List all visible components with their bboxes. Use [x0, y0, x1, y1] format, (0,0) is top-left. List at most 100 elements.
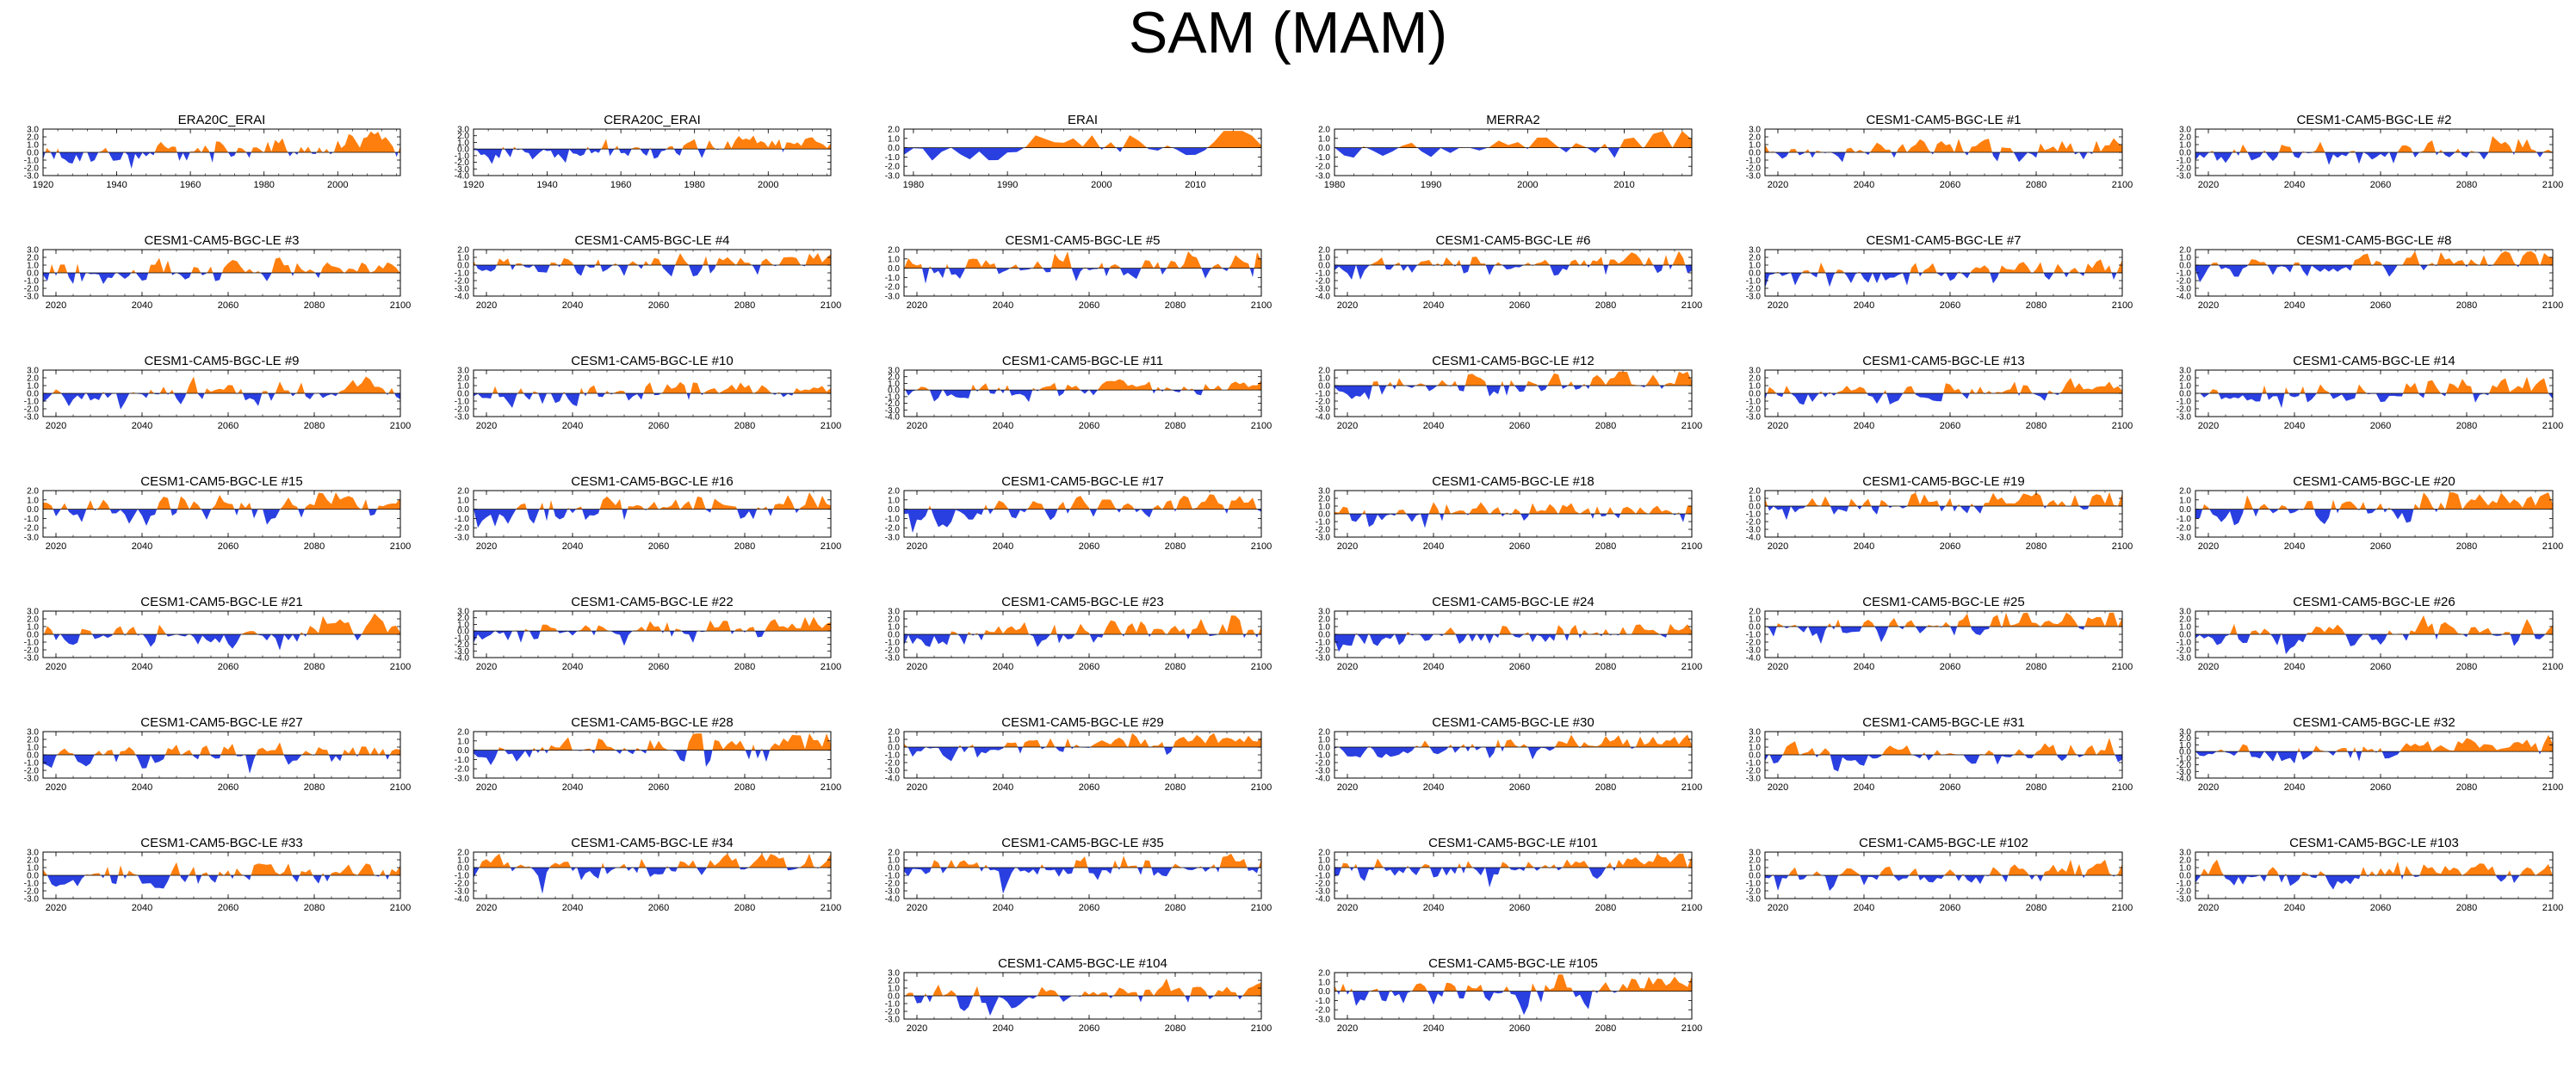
x-tick-label: 2080 — [1165, 1023, 1186, 1034]
x-tick-label: 2040 — [1854, 541, 1874, 552]
panel-cesm1-cam5-bgc-le-27: CESM1-CAM5-BGC-LE #27 3.02.01.00.0-1.0-2.… — [24, 715, 411, 793]
area-series — [474, 616, 831, 646]
y-tick-label: 3.0 — [1749, 849, 1761, 858]
x-tick-label: 2020 — [2198, 662, 2219, 672]
y-tick-label: -2.0 — [1746, 405, 1762, 415]
panel-cesm1-cam5-bgc-le-28: CESM1-CAM5-BGC-LE #28 2.01.00.0-1.0-2.0-3… — [455, 715, 841, 793]
x-tick-label: 2040 — [993, 782, 1013, 793]
x-tick-label: 2080 — [734, 782, 755, 793]
panel-cesm1-cam5-bgc-le-4: CESM1-CAM5-BGC-LE #4 2.01.00.0-1.0-2.0-3.… — [455, 233, 841, 311]
y-tick-label: -3.0 — [1316, 767, 1331, 776]
plot-frame — [1334, 249, 1693, 297]
x-tick-label: 2020 — [1337, 903, 1358, 913]
y-tick-label: -1.0 — [1316, 997, 1331, 1006]
y-tick-label: 1.0 — [888, 255, 900, 264]
area-series — [1334, 623, 1692, 652]
panel-cesm1-cam5-bgc-le-25: CESM1-CAM5-BGC-LE #25 2.01.00.0-1.0-2.0-3… — [1746, 595, 2133, 672]
y-tick-label: 2.0 — [1318, 615, 1330, 625]
area-series — [904, 732, 1261, 762]
x-tick-label: 2080 — [2026, 421, 2047, 431]
y-tick-label: -2.0 — [1316, 759, 1331, 769]
y-tick-label: 2.0 — [27, 487, 39, 497]
negative-area — [2195, 875, 2553, 890]
y-tick-label: 0.0 — [2179, 149, 2191, 158]
y-tick-label: -4.0 — [455, 895, 470, 905]
x-tick-label: 2060 — [1509, 541, 1530, 552]
y-tick-label: -1.0 — [24, 515, 40, 524]
panel-cesm1-cam5-bgc-le-24: CESM1-CAM5-BGC-LE #24 3.02.01.00.0-1.0-2.… — [1316, 595, 1702, 672]
negative-area — [474, 509, 831, 528]
y-tick-label: -2.0 — [455, 640, 470, 650]
area-series — [474, 733, 831, 767]
y-tick-label: -2.0 — [2177, 164, 2192, 174]
panel-title: CESM1-CAM5-BGC-LE #33 — [140, 836, 302, 850]
negative-area — [1765, 506, 2122, 521]
y-tick-label: -1.0 — [885, 515, 901, 524]
negative-area — [474, 393, 831, 408]
positive-area — [1334, 371, 1692, 386]
negative-area — [1334, 386, 1692, 400]
x-tick-label: 2060 — [218, 541, 238, 552]
y-tick-label: 0.0 — [888, 992, 900, 1002]
y-tick-label: -4.0 — [1316, 895, 1331, 905]
y-tick-label: -3.0 — [2177, 654, 2192, 664]
panel-title: ERAI — [1068, 113, 1098, 127]
x-tick-label: 2100 — [2112, 541, 2133, 552]
y-tick-label: -3.0 — [1746, 895, 1762, 905]
x-tick-label: 2060 — [1509, 300, 1530, 311]
y-tick-label: 0.0 — [457, 145, 469, 155]
x-tick-label: 2100 — [1251, 1023, 1272, 1034]
y-tick-label: -4.0 — [1316, 775, 1331, 784]
area-series — [904, 131, 1261, 161]
y-tick-label: -1.0 — [2177, 880, 2192, 889]
x-tick-label: 1990 — [997, 180, 1018, 190]
x-tick-label: 1940 — [106, 180, 127, 190]
x-tick-label: 2060 — [218, 662, 238, 672]
panel-cesm1-cam5-bgc-le-33: CESM1-CAM5-BGC-LE #33 3.02.01.00.0-1.0-2.… — [24, 836, 411, 913]
negative-area — [904, 634, 1261, 647]
positive-area — [1334, 974, 1692, 992]
y-tick-label: 0.0 — [1318, 631, 1330, 640]
panel-cesm1-cam5-bgc-le-31: CESM1-CAM5-BGC-LE #31 3.02.01.00.0-1.0-2.… — [1746, 715, 2133, 793]
y-tick-label: -2.0 — [885, 646, 901, 656]
plot-frame — [42, 490, 401, 538]
x-tick-label: 2080 — [1165, 903, 1186, 913]
x-tick-label: 2100 — [390, 421, 411, 431]
positive-area — [1765, 138, 2122, 152]
y-tick-label: 2.0 — [457, 374, 469, 384]
y-tick-label: -4.0 — [1746, 654, 1762, 664]
area-series — [904, 615, 1261, 647]
x-tick-label: 2020 — [1337, 541, 1358, 552]
y-tick-label: -1.0 — [455, 398, 470, 407]
plot-frame — [473, 128, 832, 176]
x-tick-label: 1960 — [180, 180, 201, 190]
area-series — [474, 853, 831, 894]
y-tick-label: 3.0 — [888, 969, 900, 979]
y-tick-label: -3.0 — [455, 285, 470, 294]
x-tick-label: 2020 — [907, 300, 927, 311]
y-tick-label: 1.0 — [2179, 254, 2191, 263]
plot-frame — [473, 610, 832, 658]
x-tick-label: 2020 — [907, 662, 927, 672]
y-tick-label: 0.0 — [1318, 987, 1330, 997]
x-tick-label: 2000 — [1091, 180, 1112, 190]
x-tick-label: 2080 — [304, 662, 325, 672]
y-tick-label: -3.0 — [24, 413, 40, 423]
x-tick-label: 2060 — [1079, 300, 1099, 311]
x-tick-label: 2020 — [46, 541, 66, 552]
y-tick-label: 0.0 — [1749, 269, 1761, 279]
y-tick-label: 2.0 — [2179, 133, 2191, 143]
y-tick-label: -3.0 — [2177, 895, 2192, 905]
x-tick-label: 2060 — [2370, 180, 2391, 190]
y-tick-label: 0.0 — [2179, 631, 2191, 640]
y-tick-label: 1.0 — [27, 864, 39, 874]
x-tick-label: 2100 — [2542, 421, 2563, 431]
y-tick-label: 3.0 — [27, 728, 39, 738]
x-tick-label: 2020 — [2198, 782, 2219, 793]
x-tick-label: 2080 — [2456, 180, 2477, 190]
y-tick-label: -1.0 — [1316, 269, 1331, 279]
y-tick-label: 2.0 — [1749, 608, 1761, 617]
y-tick-label: -2.0 — [885, 283, 901, 293]
